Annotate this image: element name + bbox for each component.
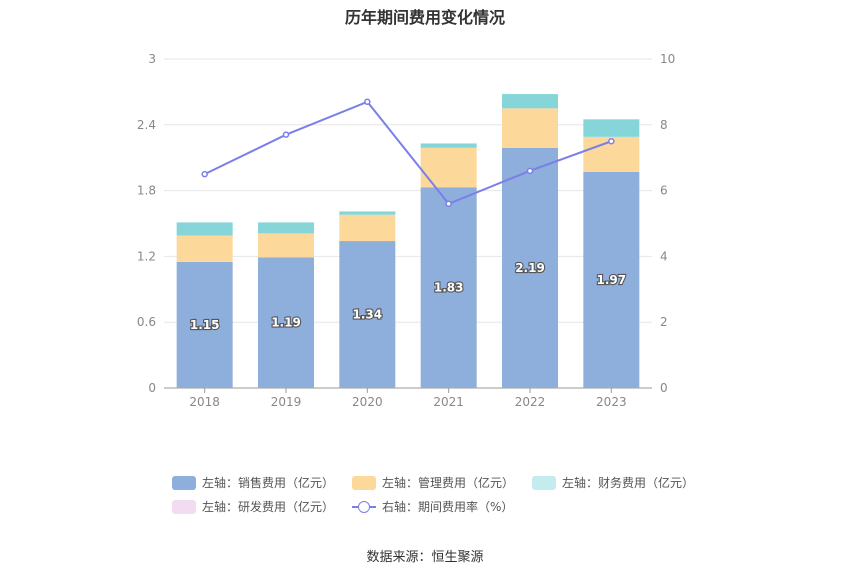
bar-data-label: 2.19 [515, 261, 545, 275]
x-axis-tick-label: 2019 [271, 395, 302, 409]
bar-segment-1 [339, 214, 396, 242]
expense-ratio-line [204, 100, 612, 205]
bar-segment-0 [502, 147, 558, 388]
bar-segment-0 [176, 261, 233, 388]
legend-item-admin[interactable]: 左轴：管理费用（亿元） [352, 474, 514, 491]
bar-segment-1 [420, 147, 477, 188]
x-axis-tick-label: 2021 [433, 395, 464, 409]
chart-title: 历年期间费用变化情况 [344, 8, 505, 27]
bar-segment-1 [502, 108, 558, 148]
x-axis-tick-label: 2022 [515, 395, 546, 409]
bar-data-label: 1.15 [190, 318, 220, 332]
legend-label-expense-ratio: 右轴：期间费用率（%） [382, 500, 514, 514]
right-axis-tick-label: 8 [660, 118, 668, 132]
bar-data-label: 1.34 [353, 308, 383, 322]
bar-segment-1 [176, 235, 233, 262]
right-axis-tick-label: 2 [660, 315, 668, 329]
legend-swatch-admin [352, 475, 377, 490]
bar-segment-2 [258, 222, 314, 234]
x-axis-tick-label: 2023 [596, 395, 627, 409]
expense-ratio-point [201, 170, 208, 178]
bar-segment-0 [258, 257, 314, 388]
expense-ratio-point [608, 138, 615, 145]
bar-segment-2 [176, 222, 233, 236]
legend-swatch-sales [172, 475, 196, 490]
bar-segment-2 [339, 211, 396, 215]
right-axis-tick-label: 10 [660, 52, 675, 66]
data-source: 数据来源：恒生聚源 [366, 550, 484, 565]
legend-swatch-finance [532, 475, 557, 490]
bar-segment-0 [420, 187, 477, 388]
legend-swatch-expense-ratio [352, 500, 377, 514]
left-axis-tick-label: 0.6 [137, 315, 156, 329]
legend-label-finance: 左轴：财务费用（亿元） [562, 476, 695, 490]
bar-segment-2 [420, 143, 477, 148]
legend-label-admin: 左轴：管理费用（亿元） [382, 476, 515, 490]
expense-ratio-point [526, 167, 534, 175]
left-axis-tick-label: 2.4 [137, 118, 156, 132]
bar-segment-2 [502, 94, 558, 109]
bar-segment-0 [339, 241, 396, 388]
expense-ratio-point [364, 98, 371, 106]
x-axis-tick-label: 2018 [189, 395, 220, 409]
bar-segment-1 [258, 233, 314, 258]
chart-plot: 0 0.6 1.2 1.8 2.4 3 0 2 4 6 8 10 2018 2019 2020 2021 202… [137, 52, 675, 409]
bar-data-label: 1.19 [271, 316, 301, 330]
left-axis-tick-label: 1.2 [137, 249, 156, 263]
right-axis-tick-label: 0 [660, 381, 668, 395]
left-axis-tick-label: 3 [148, 52, 156, 66]
bar-data-label: 1.97 [597, 273, 627, 287]
bar-segment-0 [583, 171, 640, 388]
right-axis-tick-label: 6 [660, 184, 668, 198]
legend-item-expense-ratio[interactable]: 右轴：期间费用率（%） [352, 498, 513, 515]
right-axis-tick-label: 4 [660, 249, 668, 263]
legend-item-sales[interactable]: 左轴：销售费用（亿元） [172, 474, 334, 491]
legend-item-finance[interactable]: 左轴：财务费用（亿元） [532, 474, 694, 491]
bar-data-label: 1.83 [434, 281, 464, 295]
x-axis-tick-label: 2020 [352, 395, 383, 409]
left-axis-tick-label: 0 [148, 381, 156, 395]
expense-ratio-point [282, 131, 290, 138]
legend-label-rd: 左轴：研发费用（亿元） [202, 500, 335, 514]
legend-swatch-rd [172, 499, 196, 514]
expense-ratio-point [445, 200, 452, 208]
legend-item-rd[interactable]: 左轴：研发费用（亿元） [172, 498, 334, 515]
legend-label-sales: 左轴：销售费用（亿元） [202, 476, 335, 490]
bar-segment-2 [583, 119, 640, 137]
left-axis-tick-label: 1.8 [137, 184, 156, 198]
